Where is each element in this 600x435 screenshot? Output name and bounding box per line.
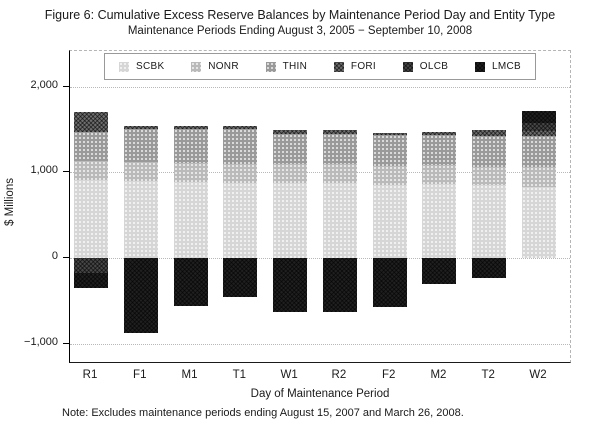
y-tick-label: −1,000 [24,335,58,348]
bar-segment-scbk-M1 [173,181,208,258]
legend-item-lmcb: LMCB [474,61,521,72]
bar-segment-fori-F2 [372,132,407,136]
bar-segment-fori-M2 [422,131,457,135]
bar-segment-lmcb-W1 [273,258,308,312]
bar-segment-nonr-M2 [422,165,457,185]
bar-segment-fori-T1 [223,125,258,130]
x-tick-label-T1: T1 [232,369,247,381]
legend-label: THIN [282,61,308,72]
x-tick-label-M2: M2 [430,369,447,381]
y-tick-label: 0 [51,250,58,262]
bar-segment-lmcb-M1 [173,258,208,306]
bar-segment-fori-R2 [322,130,357,134]
bar-segment-scbk-R1 [74,180,108,258]
legend-label: LMCB [491,61,521,72]
x-tick-label-F1: F1 [133,369,147,381]
bar-segment-lmcb-F2 [372,258,407,307]
bar-segment-thin-R2 [322,133,357,165]
bar-segment-thin-T1 [223,129,258,164]
bar-segment-thin-M2 [422,135,457,166]
y-tick-mark [63,257,69,258]
gridline [70,258,570,259]
bar-segment-olcb-R1 [74,258,108,273]
bar-segment-fori-R1 [74,112,108,132]
bar-segment-scbk-F1 [123,180,158,258]
gridline [70,343,570,345]
x-tick-label-W1: W1 [280,369,298,381]
bar-segment-nonr-M1 [173,162,208,182]
legend-label: NONR [208,61,239,72]
y-tick-mark [63,171,69,173]
bar-segment-thin-R1 [74,132,108,162]
bar-segment-nonr-T2 [472,166,507,185]
legend: SCBK NONR THIN FORI OLCB LMCB [104,53,536,80]
x-tick-label-M1: M1 [181,369,198,381]
bar-segment-nonr-F1 [123,162,158,181]
y-tick-mark [63,85,69,87]
bar-segment-nonr-R2 [322,164,357,183]
bar-segment-lmcb-F1 [123,258,158,333]
bar-segment-fori-T2 [472,130,507,137]
bar-segment-scbk-W2 [522,186,556,258]
legend-item-scbk: SCBK [119,61,164,72]
bar-segment-scbk-T1 [223,182,258,258]
y-tick-label: 1,000 [30,164,58,177]
bar-segment-lmcb-R2 [322,258,357,312]
bar-segment-lmcb-M2 [422,258,457,284]
bar-segment-scbk-T2 [472,184,507,258]
bar-segment-fori-F1 [123,126,158,129]
legend-label: OLCB [419,61,449,72]
bar-segment-fori-W1 [273,129,308,134]
bar-segment-scbk-W1 [273,183,308,258]
legend-swatch-icon [119,61,129,72]
bar-segment-scbk-F2 [372,185,407,258]
chart-title: Figure 6: Cumulative Excess Reserve Bala… [44,8,556,22]
x-tick-label-R2: R2 [331,369,347,381]
x-tick-label-R1: R1 [82,369,98,381]
bar-segment-scbk-M2 [422,184,457,258]
bar-segment-nonr-W2 [522,167,556,187]
bar-segment-scbk-R2 [322,183,357,258]
bar-segment-lmcb-T2 [472,258,507,278]
bar-segment-thin-W2 [522,136,556,168]
legend-item-olcb: OLCB [402,61,449,72]
bar-segment-lmcb-R1 [74,272,108,288]
legend-swatch-icon [191,61,202,72]
bar-segment-thin-M1 [173,128,208,163]
bar-segment-nonr-R1 [74,161,108,180]
bar-segment-lmcb-T1 [223,258,258,298]
legend-item-nonr: NONR [191,61,239,72]
bar-segment-thin-T2 [472,136,507,167]
x-axis-title: Day of Maintenance Period [250,388,390,400]
y-tick-mark [63,342,69,344]
legend-swatch-icon [474,61,485,72]
legend-label: FORI [350,61,377,72]
x-tick-label-W2: W2 [529,369,547,381]
footnote: Note: Excludes maintenance periods endin… [62,407,464,419]
bar-segment-lmcb-W2 [522,111,556,124]
bar-segment-fori-W2 [522,131,556,137]
bar-segment-nonr-T1 [223,163,258,183]
chart-subtitle: Maintenance Periods Ending August 3, 200… [127,25,473,37]
x-tick-label-T2: T2 [481,369,495,381]
x-tick-label-F2: F2 [381,369,396,381]
legend-swatch-icon [265,61,276,72]
legend-item-fori: FORI [333,61,377,72]
bar-segment-olcb-W2 [522,123,556,132]
legend-item-thin: THIN [265,61,308,72]
legend-swatch-icon [333,61,344,72]
bar-segment-thin-F2 [372,135,407,167]
gridline [70,172,570,174]
bar-segment-nonr-F2 [372,166,407,186]
bar-segment-thin-F1 [123,128,158,162]
legend-label: SCBK [136,61,165,72]
bar-segment-thin-W1 [273,133,308,165]
bar-segment-fori-M1 [173,125,208,129]
plot-area [69,50,571,363]
legend-swatch-icon [402,61,413,72]
bar-segment-nonr-W1 [273,164,308,183]
gridline [70,86,570,88]
y-tick-label: 2,000 [30,78,58,91]
